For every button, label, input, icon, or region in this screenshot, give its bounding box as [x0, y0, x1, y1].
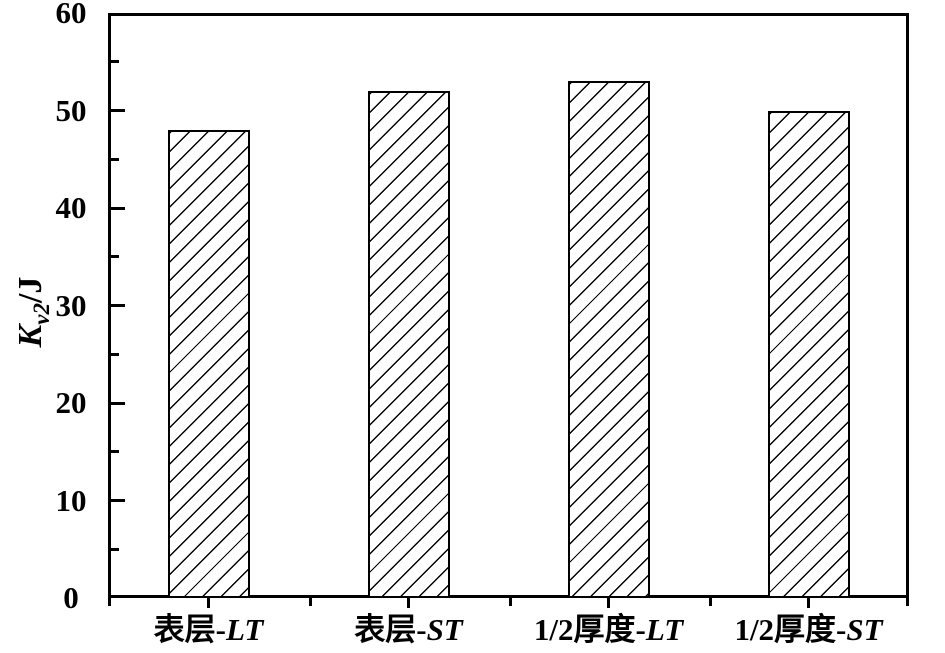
x-category-label: 表层-LT: [69, 608, 349, 652]
y-axis-major-tick: [111, 109, 125, 112]
y-axis-minor-tick: [111, 157, 119, 161]
x-category-label-suffix: LT: [645, 612, 684, 647]
x-category-label: 1/2厚度-LT: [469, 608, 749, 652]
y-tick-label: 40: [55, 190, 87, 225]
y-axis-minor-tick: [111, 547, 119, 551]
y-axis-major-tick: [111, 401, 125, 405]
x-category-label: 表层-ST: [269, 608, 549, 652]
x-axis-major-tick: [607, 598, 610, 608]
y-tick-label: 20: [55, 385, 87, 420]
x-axis-major-tick: [807, 598, 810, 608]
x-category-label-prefix: 1/2厚度-: [533, 612, 646, 647]
x-axis-major-tick: [207, 598, 210, 608]
y-axis-major-tick: [111, 304, 125, 307]
x-axis-minor-tick: [708, 598, 712, 606]
x-category-label-prefix: 1/2厚度-: [734, 612, 847, 647]
x-category-label-suffix: LT: [226, 612, 264, 647]
y-axis-minor-tick: [111, 255, 119, 259]
x-category-label-suffix: ST: [426, 612, 463, 647]
y-axis-major-tick: [111, 499, 125, 502]
x-category-label: 1/2厚度-ST: [669, 608, 945, 652]
x-category-label-prefix: 表层-: [354, 612, 427, 647]
y-tick-label: 30: [55, 287, 87, 323]
x-axis-minor-tick: [108, 598, 111, 606]
y-axis-minor-tick: [111, 352, 119, 356]
x-axis-minor-tick: [308, 598, 312, 606]
bar: [367, 91, 450, 598]
x-category-label-suffix: ST: [846, 612, 883, 647]
x-axis-minor-tick: [508, 598, 512, 606]
y-tick-label: 0: [63, 580, 79, 615]
y-tick-label: 10: [55, 482, 87, 518]
y-tick-label: 50: [55, 92, 87, 128]
x-axis-major-tick: [407, 598, 410, 608]
bar: [167, 130, 250, 598]
y-axis-major-tick: [111, 206, 125, 210]
y-axis-title-symbol: K: [12, 324, 49, 348]
bar: [567, 81, 650, 598]
y-tick-label: 60: [55, 0, 87, 30]
y-axis-minor-tick: [111, 60, 119, 64]
x-axis-minor-tick: [906, 598, 909, 606]
x-category-label-prefix: 表层-: [153, 612, 226, 647]
bar: [767, 110, 850, 598]
y-axis-minor-tick: [111, 450, 119, 454]
